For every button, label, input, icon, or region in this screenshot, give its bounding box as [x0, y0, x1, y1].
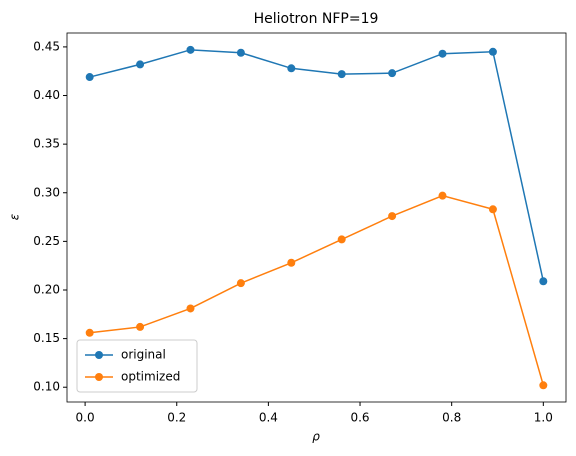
data-point [287, 64, 296, 73]
plot-frame [66, 32, 567, 403]
data-point [85, 328, 94, 337]
chart-title: Heliotron NFP=19 [254, 11, 379, 27]
data-point [85, 73, 94, 82]
legend-label: original [121, 348, 166, 362]
data-point [539, 277, 548, 286]
y-tick-label: 0.10 [33, 380, 60, 394]
x-axis-label: ρ [312, 430, 320, 444]
y-tick-label: 0.20 [33, 282, 60, 296]
data-point [438, 49, 447, 58]
data-point [388, 69, 397, 78]
series-line [89, 49, 545, 282]
data-point [337, 70, 346, 79]
x-tick-label: 0.2 [167, 411, 186, 425]
legend-box [76, 339, 198, 393]
data-point [337, 235, 346, 244]
y-tick-label: 0.45 [33, 39, 60, 53]
series-line [89, 194, 545, 386]
legend-marker [95, 351, 103, 359]
data-point [388, 212, 397, 221]
data-point [186, 304, 195, 313]
y-tick-label: 0.40 [33, 88, 60, 102]
x-tick-label: 0.6 [350, 411, 369, 425]
y-tick-label: 0.35 [33, 137, 60, 151]
x-tick-label: 1.0 [534, 411, 553, 425]
y-axis-label: ε [8, 213, 22, 220]
data-point [488, 47, 497, 56]
data-point [136, 322, 145, 331]
x-tick-label: 0.0 [76, 411, 95, 425]
data-point [186, 45, 195, 54]
x-tick-label: 0.8 [442, 411, 461, 425]
data-point [236, 279, 245, 288]
data-point [236, 48, 245, 57]
data-point [539, 381, 548, 390]
legend-label: optimized [121, 370, 180, 384]
data-point [438, 191, 447, 200]
legend-marker [95, 373, 103, 381]
data-point [136, 60, 145, 69]
data-point [287, 258, 296, 267]
y-tick-label: 0.25 [33, 234, 60, 248]
y-tick-label: 0.15 [33, 331, 60, 345]
y-tick-label: 0.30 [33, 185, 60, 199]
data-point [488, 205, 497, 214]
x-tick-label: 0.4 [259, 411, 278, 425]
